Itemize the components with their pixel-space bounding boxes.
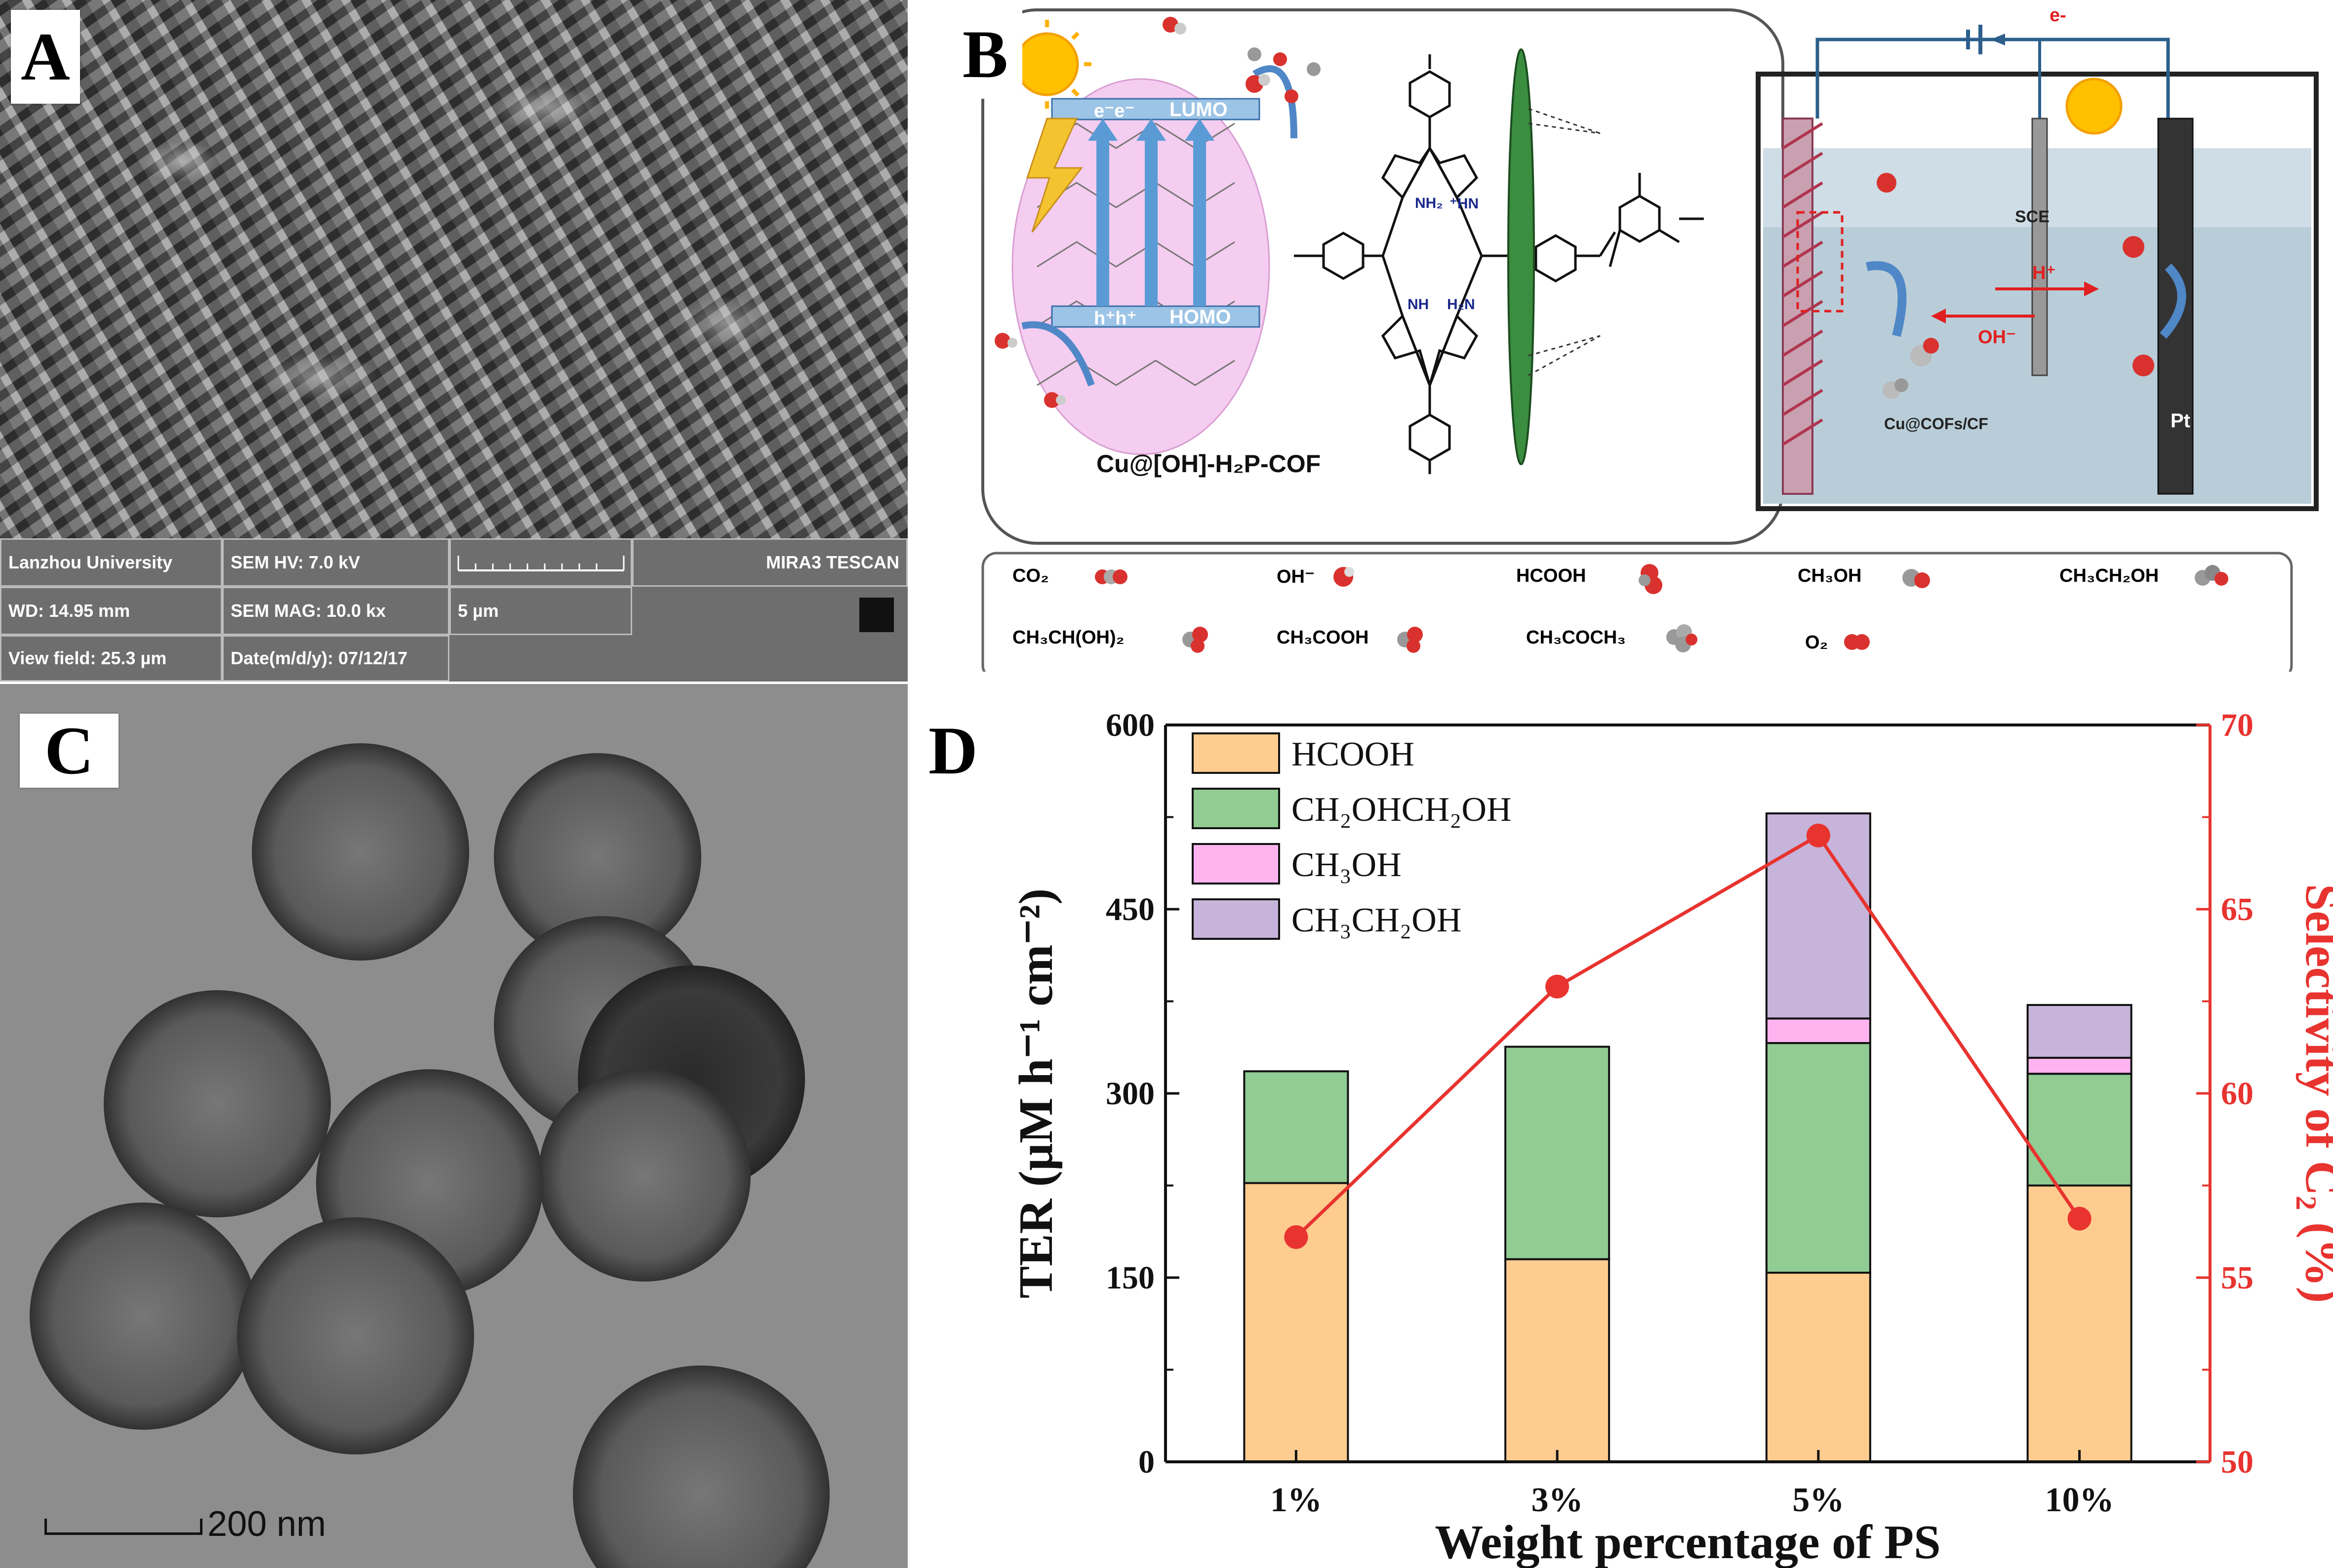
panel-label-b: B <box>948 10 1022 99</box>
y-tick-label: 600 <box>1106 707 1155 743</box>
sem-hv: SEM HV: 7.0 kV <box>222 538 449 587</box>
tem-particle <box>573 1366 830 1568</box>
bar-segment <box>1504 1045 1610 1260</box>
legend-acetic: CH₃COOH <box>1277 627 1369 648</box>
legend-ethanol: CH₃CH₂OH <box>2059 565 2159 586</box>
selectivity-point <box>1806 823 1830 847</box>
tem-particle <box>538 1069 751 1282</box>
tem-particle <box>252 743 469 961</box>
legend-label: CH₂OHCH₂OH <box>1291 791 1512 829</box>
sem-magnification: SEM MAG: 10.0 kx <box>222 587 449 635</box>
x-tick-label: 1% <box>1270 1481 1322 1519</box>
sem-working-distance: WD: 14.95 mm <box>0 587 222 635</box>
tem-image-panel: C 200 nm <box>0 684 908 1568</box>
bar-segment <box>1765 1272 1871 1463</box>
sem-institution: Lanzhou University <box>0 538 222 587</box>
porphyrin-nh: NH <box>1408 296 1429 313</box>
sem-info-bar: Lanzhou University SEM HV: 7.0 kV MIRA3 … <box>0 538 908 682</box>
legend-swatch <box>1192 898 1280 940</box>
sem-logo-square <box>859 598 894 632</box>
y-tick-label: 0 <box>1138 1444 1155 1480</box>
y-tick-label: 300 <box>1106 1076 1155 1112</box>
tem-scale-text: 200 nm <box>207 1504 326 1544</box>
bar-segment <box>1243 1182 1349 1463</box>
y-right-axis-label: Selectivity of C₂ (%) <box>2295 884 2333 1303</box>
y-right-tick-label: 65 <box>2221 891 2253 927</box>
legend-swatch <box>1192 843 1280 885</box>
x-tick-label: 10% <box>2045 1481 2114 1519</box>
bar-segment <box>1243 1070 1349 1184</box>
y-tick-label: 150 <box>1106 1260 1155 1296</box>
y-right-tick-label: 70 <box>2221 707 2253 743</box>
legend-co2: CO₂ <box>1012 565 1049 586</box>
legend-oh: OH⁻ <box>1277 566 1315 587</box>
selectivity-point <box>1545 974 1569 999</box>
porphyrin-nh2: NH₂ <box>1415 195 1443 211</box>
pt-electrode <box>2157 118 2194 495</box>
pt-label: Pt <box>2171 410 2190 432</box>
x-tick-label: 3% <box>1531 1481 1583 1519</box>
panel-label-c: C <box>20 714 119 788</box>
bar-segment <box>1765 1017 1871 1045</box>
panel-label-d: D <box>928 713 978 788</box>
electrode-label: Cu@COFs/CF <box>1884 415 1988 433</box>
legend-label: CH₃CH₂OH <box>1291 901 1461 939</box>
legend-swatch <box>1192 732 1280 774</box>
y-tick-label: 450 <box>1106 891 1155 927</box>
sem-maker: MIRA3 TESCAN <box>632 538 908 587</box>
legend-ch3oh: CH₃OH <box>1798 565 1862 586</box>
legend-label: CH₃OH <box>1291 846 1402 884</box>
y-right-tick-label: 55 <box>2221 1260 2253 1296</box>
homo-holes: h⁺h⁺ <box>1094 308 1137 329</box>
sem-nanorod-image <box>0 0 908 538</box>
homo-label: HOMO <box>1169 306 1231 328</box>
sem-image-panel: A Lanzhou University SEM HV: 7.0 kV MIRA… <box>0 0 908 682</box>
schematic-panel: B e⁻e⁻ LUMO h⁺h⁺ HOMO Cu@[OH]-H₂P-COF NH… <box>948 0 2331 691</box>
bar-segment <box>1504 1258 1610 1463</box>
y-right-tick-label: 60 <box>2221 1076 2253 1112</box>
porphyrin-hn: ⁺HN <box>1449 196 1479 212</box>
x-tick-label: 5% <box>1792 1481 1844 1519</box>
panel-label-a: A <box>11 10 80 104</box>
y-axis-label: TER (μM h⁻¹ cm⁻²) <box>1009 888 1063 1298</box>
bar-segment <box>2026 1004 2132 1059</box>
porphyrin-h2n: H₂N <box>1447 296 1475 313</box>
sce-label: SCE <box>2015 207 2050 226</box>
selectivity-point <box>1284 1225 1308 1249</box>
legend-label: HCOOH <box>1291 735 1414 773</box>
bar-segment <box>1765 812 1871 1020</box>
sem-date: Date(m/d/y): 07/12/17 <box>222 635 449 682</box>
cell-electron-label: e- <box>2050 5 2066 26</box>
stacked-bar-chart: 0 150 300 450 600 50 55 60 65 70 1% 3% 5% 10% Weight p… <box>1009 707 2333 1568</box>
legend-hcooh: HCOOH <box>1516 565 1586 586</box>
x-axis-label: Weight percentage of PS <box>1435 1516 1940 1568</box>
sem-view-field: View field: 25.3 µm <box>0 635 222 682</box>
lumo-label: LUMO <box>1169 99 1228 121</box>
sem-scale-ruler <box>449 538 632 587</box>
selectivity-point <box>2067 1206 2092 1231</box>
legend-ethanediol: CH₃CH(OH)₂ <box>1012 627 1125 648</box>
tem-scale-bar <box>44 1519 202 1535</box>
bar-segment <box>2026 1073 2132 1187</box>
tem-particle <box>30 1203 257 1430</box>
tem-particle <box>237 1217 474 1454</box>
bar-segment <box>1765 1042 1871 1274</box>
sem-scale-text: 5 µm <box>449 587 632 635</box>
proton-label: H⁺ <box>2032 263 2056 283</box>
legend-acetone: CH₃COCH₃ <box>1526 627 1626 648</box>
legend-o2: O₂ <box>1805 632 1828 653</box>
sce-electrode <box>2031 118 2048 376</box>
legend-swatch <box>1192 788 1280 829</box>
lumo-electrons: e⁻e⁻ <box>1094 101 1135 121</box>
schematic-drawing <box>981 8 2319 681</box>
y-right-tick-label: 50 <box>2221 1444 2253 1480</box>
tem-particle <box>104 990 331 1217</box>
bar-segment <box>2026 1056 2132 1075</box>
hydroxide-label: OH⁻ <box>1978 327 2016 348</box>
selectivity-line <box>1294 833 2081 1239</box>
cof-name: Cu@[OH]-H₂P-COF <box>1096 450 1321 478</box>
chart-panel: D 0 150 300 450 600 50 55 60 65 70 1% 3% 5% 10% Weight… <box>928 672 2333 1568</box>
